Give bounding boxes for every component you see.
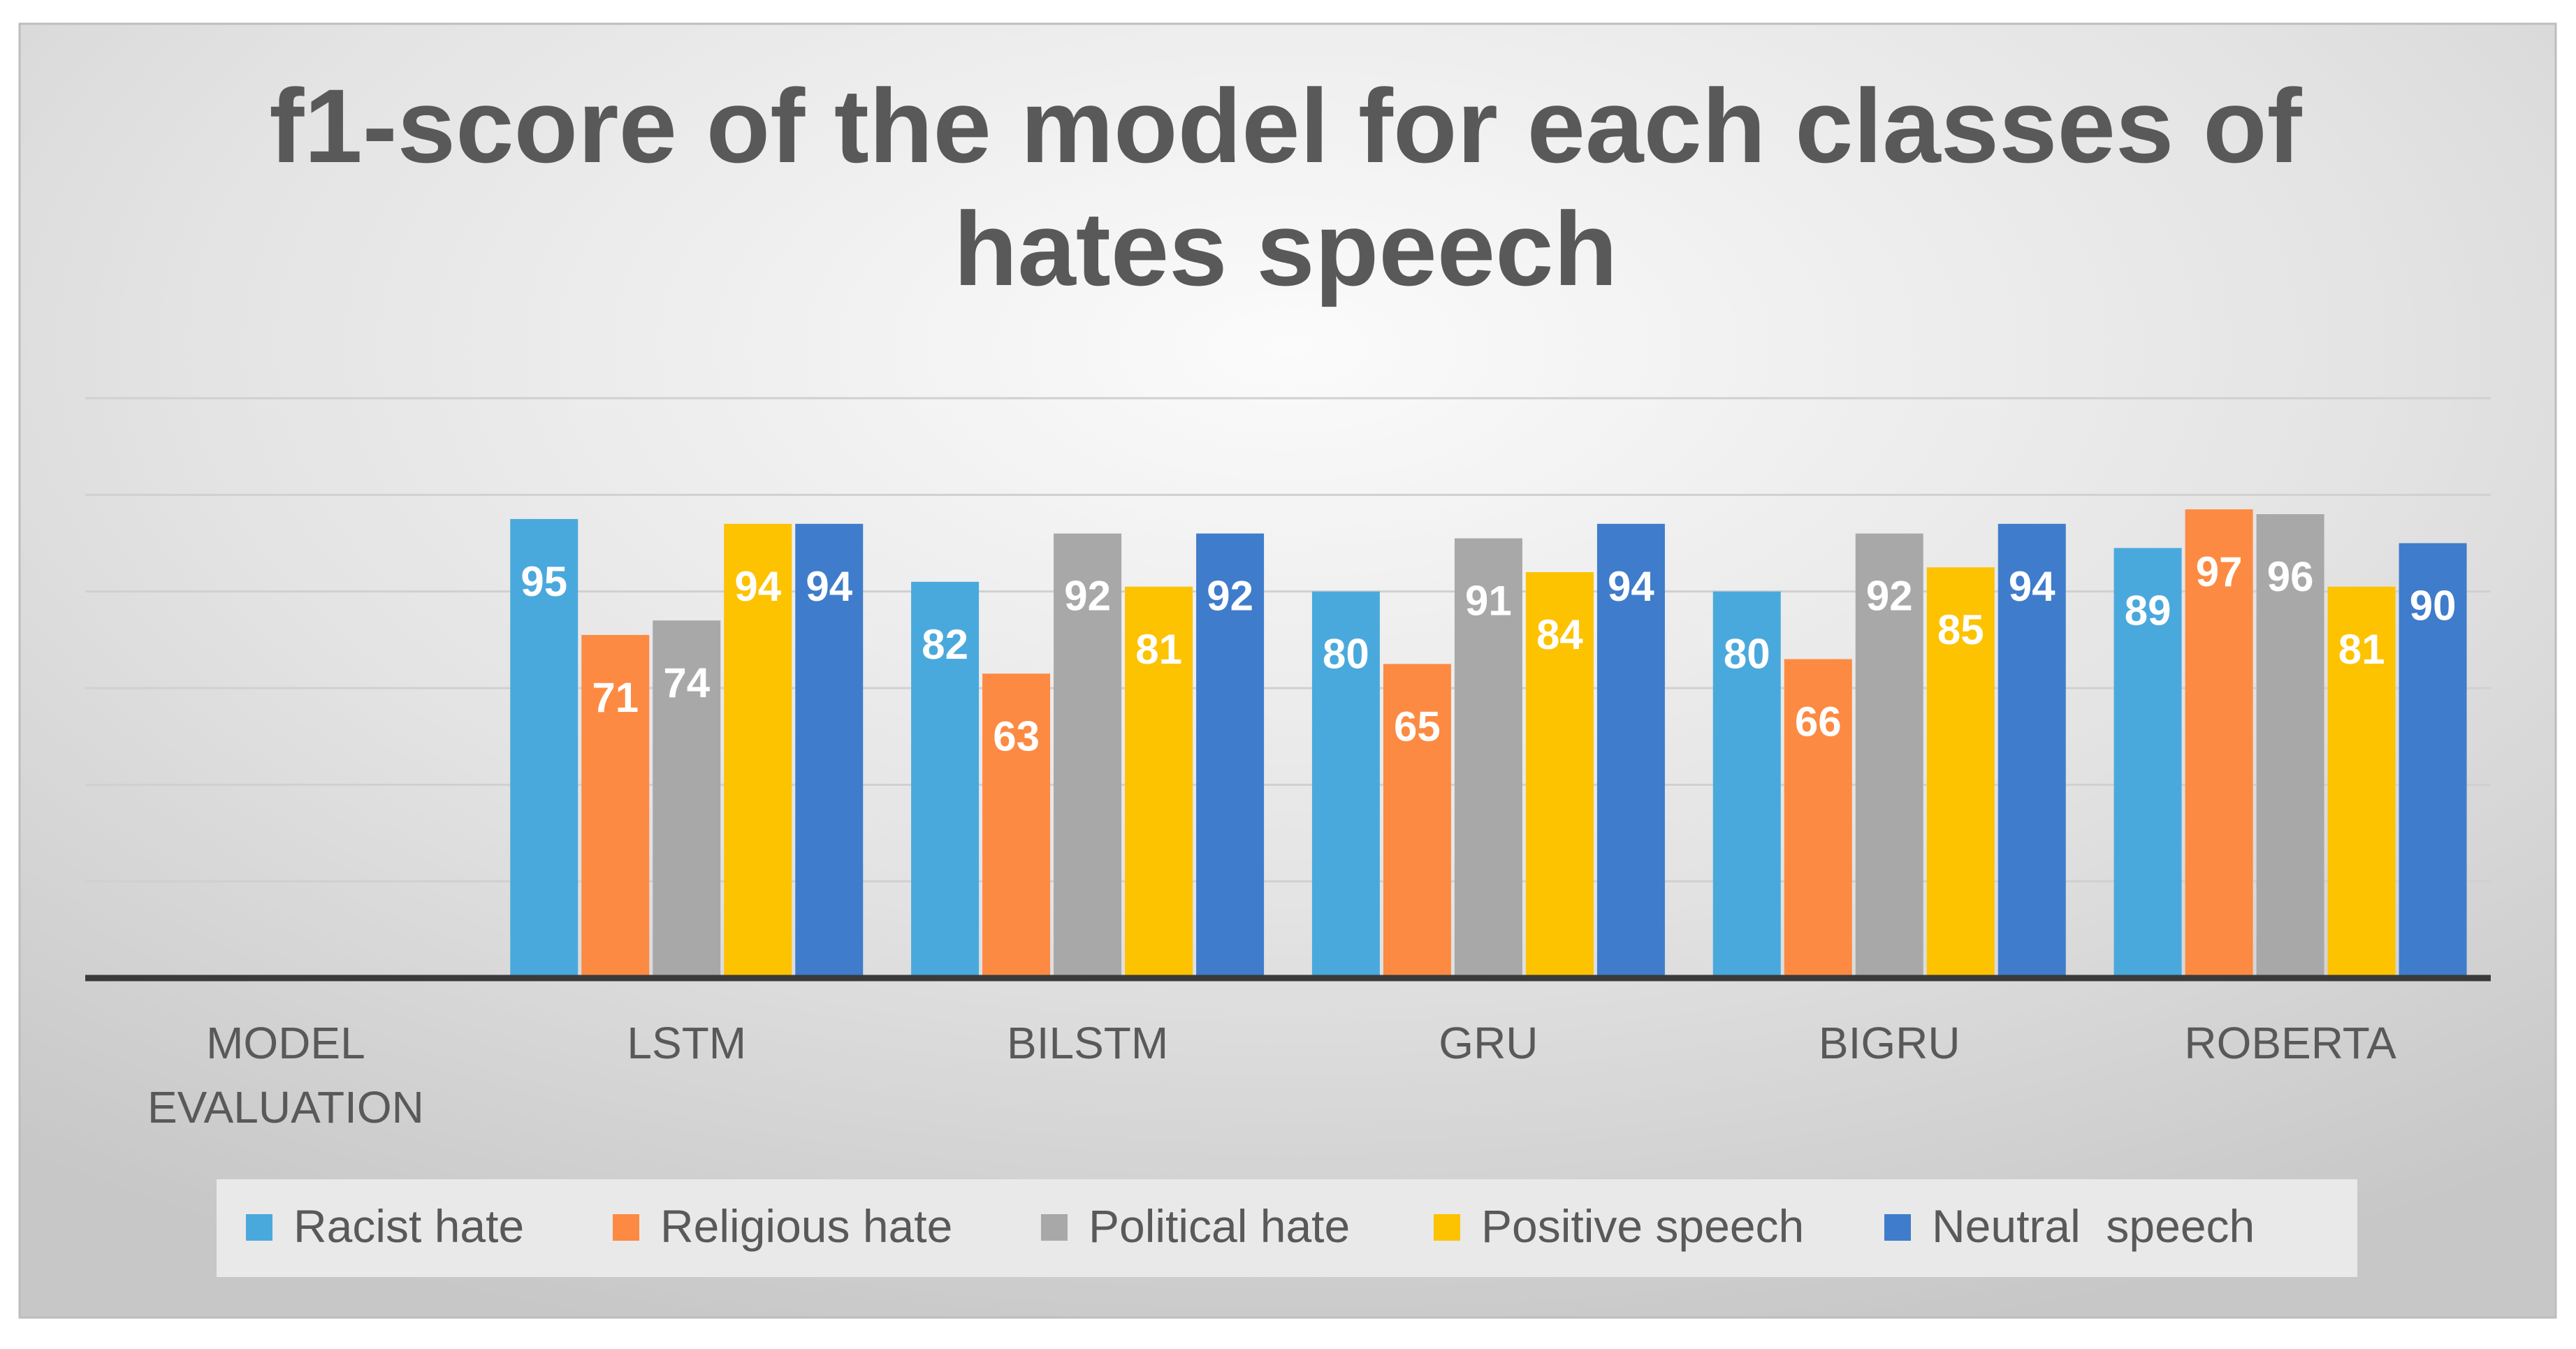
- x-tick-label: EVALUATION: [147, 1082, 424, 1132]
- chart-title-line: hates speech: [954, 190, 1617, 307]
- bar: [653, 620, 721, 978]
- chart-title: f1-score of the model for each classes o…: [269, 67, 2302, 307]
- bar: [2113, 548, 2182, 978]
- data-label: 91: [1465, 578, 1512, 625]
- x-tick-label: BILSTM: [1007, 1018, 1168, 1068]
- bar: [1712, 591, 1781, 978]
- data-label: 89: [2125, 587, 2171, 634]
- data-label: 81: [2338, 626, 2385, 673]
- legend-box: [217, 1179, 2357, 1277]
- data-label: 90: [2410, 583, 2457, 629]
- data-label: 63: [993, 713, 1040, 759]
- data-label: 81: [1135, 626, 1182, 673]
- legend-label: Religious hate: [660, 1200, 952, 1252]
- bar: [1054, 533, 1122, 978]
- bar: [1855, 533, 1923, 978]
- data-label: 94: [1608, 563, 1654, 610]
- bar: [795, 523, 864, 978]
- data-label: 96: [2267, 553, 2314, 600]
- data-label: 92: [1064, 573, 1111, 620]
- data-labels: 95 82 80 80 89 71 63 65 66 97 74 92 91 92 96 94 81 84 85 81…: [521, 548, 2456, 759]
- x-tick-label: BIGRU: [1819, 1018, 1960, 1068]
- series-racist: [510, 518, 2182, 978]
- data-label: 84: [1536, 611, 1583, 658]
- bar: [1596, 523, 1665, 978]
- chart-title-line: f1-score of the model for each classes o…: [269, 67, 2302, 184]
- bar: [2399, 543, 2467, 978]
- series-positive: [724, 523, 2396, 978]
- legend-swatch: [246, 1214, 272, 1241]
- bar: [2185, 509, 2253, 978]
- legend-item: Racist hate: [246, 1200, 524, 1252]
- bar: [510, 518, 578, 978]
- bar: [1125, 586, 1193, 978]
- legend-swatch: [613, 1214, 639, 1241]
- legend-label: Neutral speech: [1932, 1200, 2255, 1252]
- legend-item: Political hate: [1041, 1200, 1350, 1252]
- bar: [2256, 514, 2324, 978]
- bar: [1926, 567, 1995, 978]
- data-label: 71: [592, 674, 639, 721]
- x-tick-label: ROBERTA: [2184, 1018, 2396, 1068]
- data-label: 92: [1866, 573, 1913, 620]
- legend-swatch: [1041, 1214, 1068, 1241]
- data-label: 74: [663, 659, 710, 706]
- bar: [2327, 586, 2396, 978]
- data-label: 80: [1323, 631, 1369, 678]
- bar: [1383, 664, 1451, 978]
- legend-swatch: [1434, 1214, 1460, 1241]
- x-tick-label: MODEL: [206, 1018, 365, 1068]
- bar: [581, 634, 650, 978]
- gridlines: [85, 397, 2491, 883]
- series-political: [653, 514, 2324, 978]
- bar: [1311, 591, 1380, 978]
- data-label: 92: [1207, 573, 1253, 620]
- data-label: 85: [1937, 606, 1984, 653]
- data-label: 94: [734, 563, 781, 610]
- bar: [1525, 572, 1594, 978]
- bar: [1784, 659, 1852, 978]
- x-tick-label: LSTM: [627, 1018, 746, 1068]
- data-label: 80: [1724, 631, 1770, 678]
- bar: [1196, 533, 1265, 978]
- bar: [1998, 523, 2066, 978]
- legend-item: Neutral speech: [1884, 1200, 2255, 1252]
- bar-series-group: [510, 509, 2467, 978]
- legend-label: Positive speech: [1481, 1200, 1804, 1252]
- legend-swatch: [1884, 1214, 1911, 1241]
- x-axis: MODEL EVALUATION LSTM BILSTM GRU BIGRU ROBERTA: [85, 975, 2491, 1132]
- bar: [911, 581, 980, 978]
- data-label: 82: [922, 621, 968, 668]
- series-neutral: [795, 523, 2467, 978]
- data-label: 97: [2196, 548, 2243, 595]
- legend-label: Political hate: [1089, 1200, 1350, 1252]
- data-label: 66: [1795, 699, 1842, 745]
- data-label: 65: [1394, 703, 1441, 750]
- data-label: 94: [806, 563, 852, 610]
- legend-item: Positive speech: [1434, 1200, 1804, 1252]
- x-tick-label: GRU: [1439, 1018, 1538, 1068]
- legend-label: Racist hate: [293, 1200, 524, 1252]
- series-religious: [581, 509, 2253, 978]
- data-label: 95: [521, 558, 567, 605]
- legend-item: Religious hate: [613, 1200, 952, 1252]
- bar: [982, 673, 1051, 978]
- bar: [1454, 538, 1522, 978]
- legend: Racist hate Religious hate Political hate P…: [217, 1179, 2357, 1277]
- bar: [724, 523, 792, 978]
- data-label: 94: [2009, 563, 2055, 610]
